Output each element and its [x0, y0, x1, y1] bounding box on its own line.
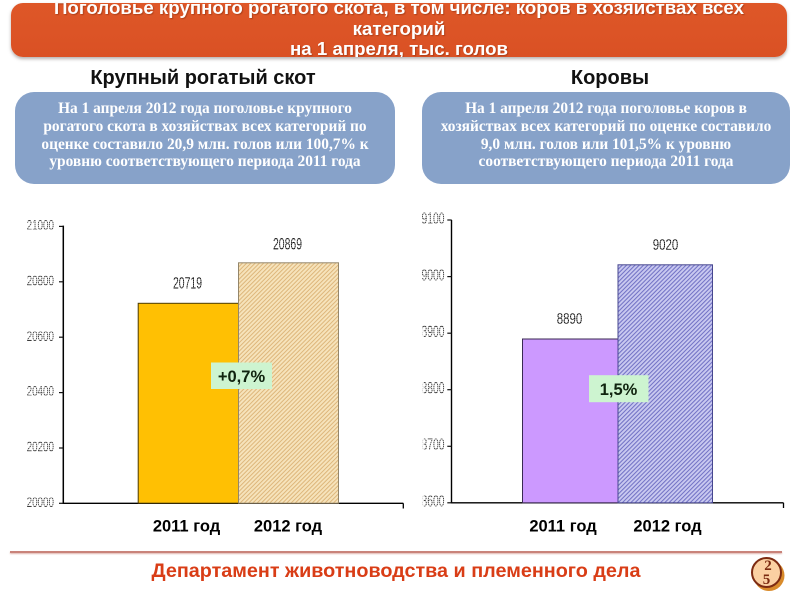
- svg-text:2012 год: 2012 год: [254, 517, 323, 535]
- svg-text:1,5%: 1,5%: [600, 381, 638, 399]
- svg-text:2012 год: 2012 год: [633, 517, 702, 535]
- svg-text:2011 год: 2011 год: [529, 517, 597, 535]
- svg-text:+0,7%: +0,7%: [218, 368, 266, 386]
- svg-text:2011 год: 2011 год: [153, 517, 221, 535]
